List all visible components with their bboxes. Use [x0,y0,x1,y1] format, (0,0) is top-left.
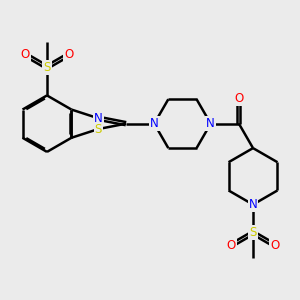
Text: N: N [206,117,215,130]
Text: O: O [234,92,244,105]
Text: S: S [249,226,257,239]
Text: O: O [20,48,30,61]
Text: N: N [94,112,103,125]
Text: S: S [43,61,51,74]
Text: O: O [270,239,280,252]
Text: O: O [226,239,236,252]
Text: S: S [94,123,102,136]
Text: O: O [64,48,74,61]
Text: N: N [249,198,257,211]
Text: N: N [150,117,159,130]
